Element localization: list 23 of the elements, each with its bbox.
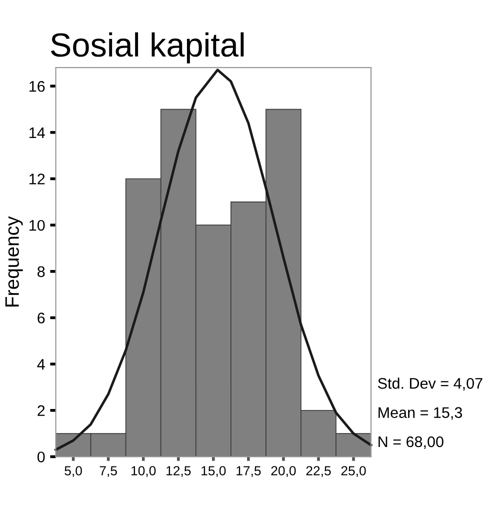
y-tick-label: 16 [30, 80, 45, 92]
y-tick-label: 14 [30, 127, 45, 138]
y-tick-label: 8 [38, 266, 45, 278]
text: Mean = 15,3 [378, 407, 462, 420]
x-tick-label: 10,0 [132, 466, 156, 477]
text: N = 68,00 [378, 436, 444, 449]
y-tick-label: 10 [30, 220, 45, 231]
x-tick-label: 17,5 [236, 466, 261, 477]
y-tick-label: 12 [30, 174, 45, 184]
y-tick-label: 4 [37, 359, 45, 370]
chart-title: Sosial kapital [50, 32, 244, 64]
y-tick-label: 6 [38, 312, 45, 324]
y-tick-label: 2 [38, 405, 45, 416]
x-tick-label: 15,0 [202, 466, 226, 477]
x-tick-label: 25,0 [341, 466, 366, 477]
x-tick-label: 20,0 [271, 466, 296, 477]
x-tick-label: 5,0 [64, 466, 82, 477]
x-tick-label: 12,5 [166, 466, 191, 477]
text: Std. Dev = 4,07 [378, 378, 482, 391]
y-tick-label: 0 [37, 452, 45, 462]
x-tick-label: 7,5 [100, 466, 117, 477]
y-axis-title: Frequency [5, 216, 23, 306]
x-tick-label: 22,5 [306, 466, 331, 477]
